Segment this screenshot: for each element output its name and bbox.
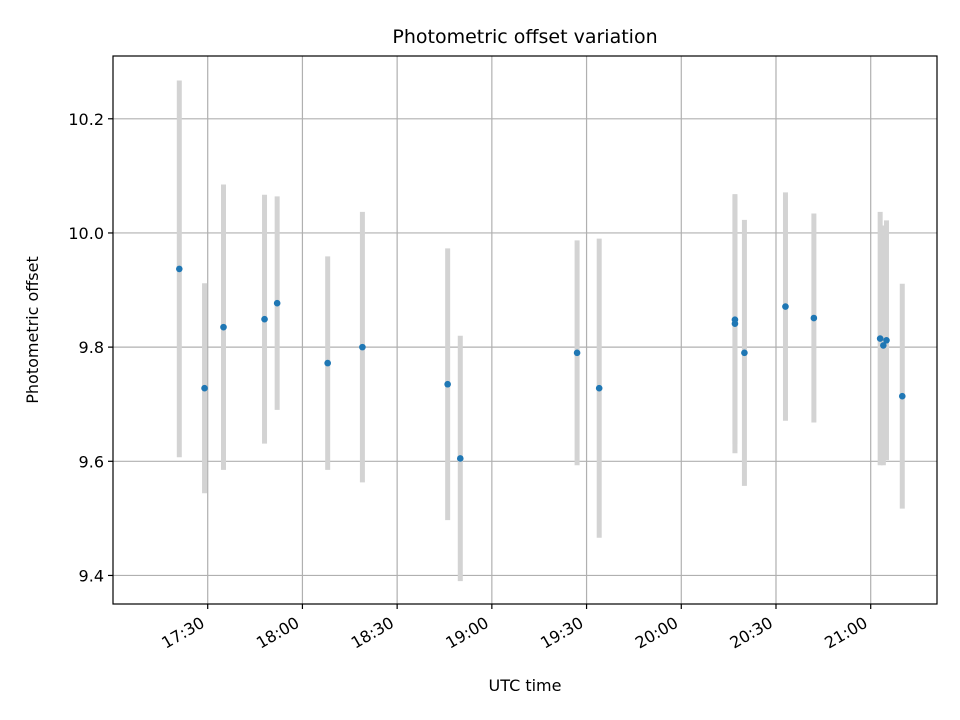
y-axis-title: Photometric offset bbox=[23, 256, 42, 404]
chart-title: Photometric offset variation bbox=[392, 26, 657, 48]
data-point bbox=[595, 384, 603, 392]
data-point bbox=[876, 335, 884, 342]
data-point bbox=[810, 314, 818, 322]
data-point bbox=[273, 299, 281, 307]
data-point bbox=[324, 359, 331, 367]
grid bbox=[113, 56, 937, 604]
data-point bbox=[883, 336, 890, 344]
x-axis-title: UTC time bbox=[489, 676, 562, 695]
data-point bbox=[731, 316, 739, 324]
data-point bbox=[880, 342, 887, 349]
data-point bbox=[573, 349, 581, 357]
data-point bbox=[898, 392, 906, 400]
data-point bbox=[444, 380, 451, 388]
y-tick-label: 9.4 bbox=[79, 566, 104, 585]
y-tick-label: 10.0 bbox=[68, 224, 104, 243]
y-tick-label: 9.6 bbox=[79, 452, 104, 471]
data-point bbox=[456, 455, 464, 462]
y-tick-label: 9.8 bbox=[79, 338, 104, 357]
data-point bbox=[782, 303, 789, 310]
y-tick-label: 10.2 bbox=[68, 110, 104, 129]
data-point bbox=[220, 323, 227, 331]
data-point bbox=[741, 349, 748, 357]
data-point bbox=[359, 343, 366, 351]
data-point bbox=[201, 384, 208, 392]
data-points bbox=[175, 265, 906, 462]
plot-area-frame bbox=[112, 55, 938, 605]
data-point bbox=[261, 315, 268, 323]
data-point bbox=[175, 265, 183, 273]
